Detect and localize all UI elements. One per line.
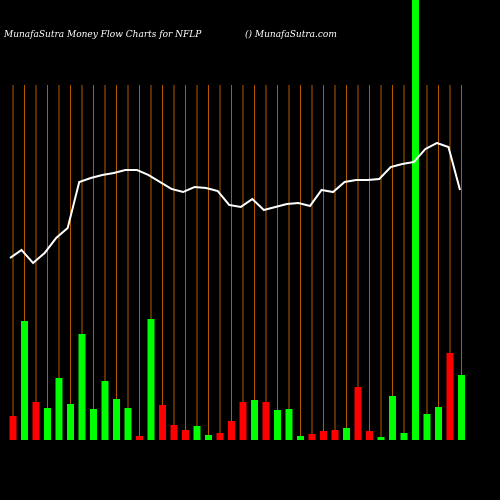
bar (170, 425, 178, 440)
bar (274, 410, 281, 440)
bar (205, 435, 212, 440)
bar (400, 433, 408, 440)
bar (239, 402, 247, 440)
money-flow-line (9, 141, 461, 265)
bar (446, 353, 454, 440)
bar (90, 409, 97, 440)
bar (423, 414, 431, 440)
bar (124, 408, 132, 440)
bar (78, 334, 86, 440)
bar (147, 319, 155, 440)
chart-title: MunafaSutra Money Flow Charts for NFLP (3, 30, 202, 40)
bar (389, 396, 396, 440)
bar (193, 426, 201, 440)
bar (32, 402, 40, 440)
bar (308, 434, 316, 440)
bar (320, 431, 327, 440)
bar (366, 431, 373, 440)
bar (377, 437, 385, 440)
bar (21, 321, 28, 440)
bar (435, 407, 442, 440)
bar (101, 381, 109, 440)
bar (113, 399, 120, 440)
bar (182, 430, 189, 440)
bar (159, 405, 166, 440)
bar (55, 378, 63, 440)
bar (285, 409, 293, 440)
bar (262, 402, 270, 440)
bar (67, 404, 74, 440)
bar (343, 428, 350, 440)
bar (354, 387, 362, 440)
bar (297, 436, 304, 440)
bar (251, 400, 258, 440)
bar (9, 416, 17, 440)
bar (331, 430, 339, 440)
bar (228, 421, 235, 440)
bar (458, 375, 465, 440)
bar (216, 433, 224, 440)
bar (412, 0, 419, 440)
bar (136, 436, 143, 440)
bar (44, 408, 51, 440)
chart-subtitle: () MunafaSutra.com (245, 29, 337, 40)
